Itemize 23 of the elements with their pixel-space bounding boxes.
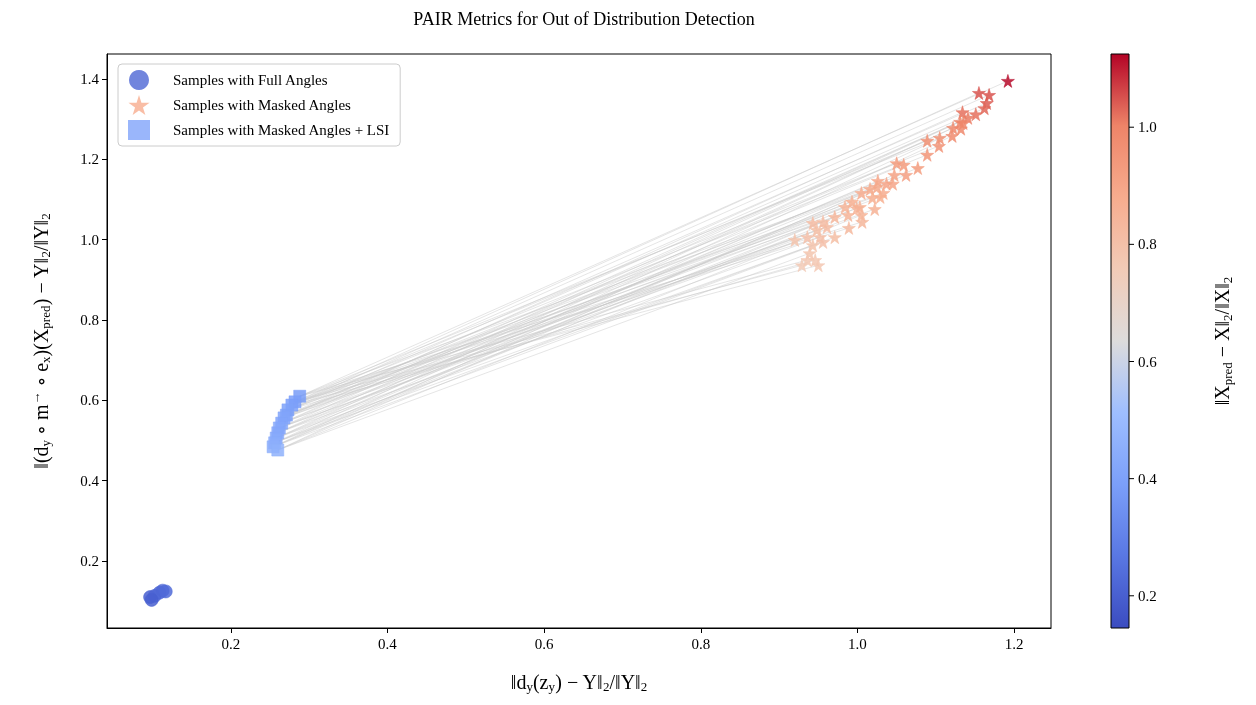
chart-title: PAIR Metrics for Out of Distribution Detection xyxy=(413,9,755,29)
x-tick-label: 1.2 xyxy=(1004,635,1024,652)
y-tick-label: 0.4 xyxy=(80,472,100,489)
legend-label: Samples with Masked Angles + LSI xyxy=(173,122,390,138)
color-bar-label: 0.2 xyxy=(1138,587,1157,604)
y-tick-label: 0.6 xyxy=(80,392,100,409)
y-tick-label: 0.2 xyxy=(80,552,99,569)
y-tick-label: 1.2 xyxy=(80,151,99,168)
legend-label: Samples with Full Angles xyxy=(173,72,328,88)
color-bar-label: 0.6 xyxy=(1138,353,1158,370)
color-bar-label: 0.4 xyxy=(1138,470,1158,487)
x-tick-label: 0.8 xyxy=(691,635,711,652)
x-tick-label: 1.0 xyxy=(848,635,867,652)
color-bar-label: 0.8 xyxy=(1138,236,1157,253)
legend-label: Samples with Masked Angles xyxy=(173,97,352,113)
x-tick-label: 0.2 xyxy=(221,635,241,652)
y-tick-label: 1.0 xyxy=(80,231,99,248)
x-tick-label: 0.4 xyxy=(378,635,398,652)
x-tick-label: 0.6 xyxy=(534,635,555,652)
y-tick-label: 0.8 xyxy=(80,311,99,328)
color-bar-label: 1.0 xyxy=(1138,119,1157,136)
y-tick-label: 1.4 xyxy=(80,70,100,87)
color-bar-title: ‖Xpred − X‖2/‖X‖2 xyxy=(1211,276,1235,406)
